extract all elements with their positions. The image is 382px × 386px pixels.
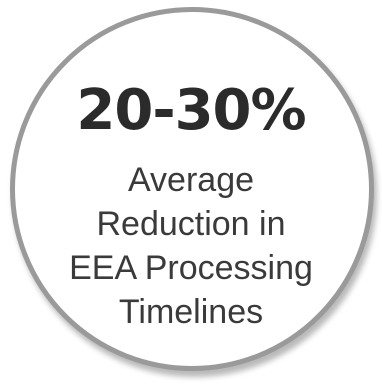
stat-caption: Average Reduction in EEA Processing Time…	[0, 158, 382, 334]
caption-line: Average	[127, 161, 255, 199]
caption-line: Timelines	[118, 293, 264, 331]
stat-circle	[10, 7, 374, 371]
caption-line: EEA Processing	[69, 249, 313, 287]
stat-value: 20-30%	[76, 78, 306, 143]
caption-line: Reduction in	[96, 205, 286, 243]
